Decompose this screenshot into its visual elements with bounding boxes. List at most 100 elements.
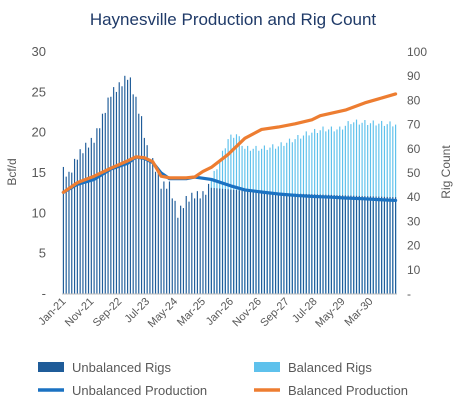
unbalanced-rig-bar xyxy=(174,200,176,294)
unbalanced-rig-bar xyxy=(263,192,265,294)
unbalanced-rig-bar xyxy=(238,190,240,294)
y-right-tick-label: 60 xyxy=(407,142,421,156)
unbalanced-rig-bar xyxy=(372,196,374,294)
unbalanced-rig-bar xyxy=(207,183,210,294)
unbalanced-rig-bar xyxy=(280,193,282,294)
unbalanced-rig-bar xyxy=(283,193,285,294)
unbalanced-rig-bar xyxy=(146,145,148,294)
unbalanced-rig-bar xyxy=(308,194,310,294)
unbalanced-rig-bar xyxy=(249,191,252,294)
unbalanced-rig-bar xyxy=(149,158,151,294)
unbalanced-rig-bar xyxy=(291,193,293,294)
unbalanced-rig-bar xyxy=(274,192,277,294)
y-left-tick-label: 10 xyxy=(32,205,46,220)
unbalanced-rig-bar xyxy=(344,195,346,294)
unbalanced-rig-bar xyxy=(247,191,249,294)
unbalanced-rig-bar xyxy=(358,195,360,294)
unbalanced-rig-bar xyxy=(216,188,218,294)
unbalanced-rig-bar xyxy=(241,190,243,294)
unbalanced-rig-bar xyxy=(319,194,321,294)
unbalanced-rig-bar xyxy=(219,188,221,294)
unbalanced-rig-bar xyxy=(127,79,129,294)
unbalanced-rig-bar xyxy=(96,128,98,294)
unbalanced-rig-bar xyxy=(224,189,226,294)
unbalanced-rig-bar xyxy=(266,192,268,294)
legend-label: Balanced Rigs xyxy=(288,360,372,375)
unbalanced-rig-bar xyxy=(213,188,215,294)
unbalanced-rig-bar xyxy=(353,195,355,294)
unbalanced-rig-bar xyxy=(76,159,78,294)
unbalanced-rig-bar xyxy=(177,217,179,294)
unbalanced-rig-bar xyxy=(202,191,204,294)
unbalanced-rig-bar xyxy=(244,190,246,294)
unbalanced-rig-bar xyxy=(160,188,162,294)
unbalanced-rig-bar xyxy=(90,137,92,294)
legend-label: Unbalanced Rigs xyxy=(72,360,172,375)
unbalanced-rig-bar xyxy=(143,137,145,294)
unbalanced-rig-bar xyxy=(235,190,238,294)
y-left-tick-label: 15 xyxy=(32,165,46,180)
unbalanced-rig-bar xyxy=(71,172,73,294)
y-right-tick-label: 20 xyxy=(407,239,421,253)
unbalanced-rig-bar xyxy=(168,181,171,294)
unbalanced-rig-bar xyxy=(378,196,380,294)
unbalanced-rig-bar xyxy=(152,158,154,294)
legend-swatch xyxy=(254,362,280,372)
legend-label: Balanced Production xyxy=(288,383,408,398)
unbalanced-rig-bar xyxy=(135,96,137,295)
unbalanced-rig-bar xyxy=(194,198,196,294)
legend: Unbalanced Rigs Balanced Rigs Unbalanced P… xyxy=(38,360,408,398)
unbalanced-rig-bar xyxy=(347,195,349,294)
y-right-tick-label: 70 xyxy=(407,118,421,132)
unbalanced-rig-bar xyxy=(277,192,279,294)
unbalanced-rig-bar xyxy=(221,188,224,294)
unbalanced-rig-bar xyxy=(325,194,327,294)
x-tick-label: Sep-27 xyxy=(258,296,292,330)
unbalanced-rig-bar xyxy=(79,149,81,294)
unbalanced-rig-bar xyxy=(157,173,159,294)
unbalanced-rig-bar xyxy=(163,181,165,294)
x-tick-label: Nov-21 xyxy=(63,296,97,330)
unbalanced-rig-bar xyxy=(140,116,143,294)
unbalanced-rig-bar xyxy=(330,194,332,294)
unbalanced-rig-bar xyxy=(316,194,319,294)
unbalanced-rig-bar xyxy=(230,189,232,294)
unbalanced-rig-bar xyxy=(73,158,76,294)
unbalanced-rig-bar xyxy=(395,197,397,294)
unbalanced-rig-bar xyxy=(314,194,316,294)
unbalanced-rig-bar xyxy=(375,196,377,294)
unbalanced-rig-bar xyxy=(300,193,302,294)
unbalanced-rig-bar xyxy=(328,194,330,294)
unbalanced-rig-bar xyxy=(171,198,173,294)
y-left-tick-label: 30 xyxy=(32,44,46,59)
unbalanced-rig-bar xyxy=(205,194,207,294)
unbalanced-rig-bar xyxy=(381,196,383,294)
unbalanced-rig-bar xyxy=(369,196,372,294)
unbalanced-rig-bar xyxy=(233,189,235,294)
unbalanced-rig-bar xyxy=(87,147,90,294)
unbalanced-rig-bar xyxy=(302,193,305,294)
unbalanced-rig-bar xyxy=(121,86,123,294)
unbalanced-rig-bar xyxy=(107,97,109,294)
legend-label: Unbalanced Production xyxy=(72,383,207,398)
y-left-tick-label: 25 xyxy=(32,84,46,99)
unbalanced-rig-bar xyxy=(62,166,64,294)
unbalanced-rig-bar xyxy=(311,194,313,294)
y-axis-left-label: Bcf/d xyxy=(5,158,19,185)
unbalanced-rig-bar xyxy=(286,193,288,294)
unbalanced-rig-bar xyxy=(386,196,388,294)
y-right-tick-label: 40 xyxy=(407,190,421,204)
unbalanced-rig-bar xyxy=(188,201,190,294)
unbalanced-rig-bar xyxy=(93,142,95,294)
x-tick-label: Mar-30 xyxy=(342,296,375,329)
unbalanced-rig-bar xyxy=(341,195,344,294)
x-tick-label: Nov-26 xyxy=(230,296,264,330)
x-tick-label: May-24 xyxy=(146,296,180,330)
unbalanced-rig-bar xyxy=(227,189,229,294)
x-tick-label: Sep-22 xyxy=(91,296,125,330)
unbalanced-rig-bar xyxy=(383,196,386,294)
unbalanced-rig-bar xyxy=(101,113,104,295)
lines-layer xyxy=(61,92,398,203)
